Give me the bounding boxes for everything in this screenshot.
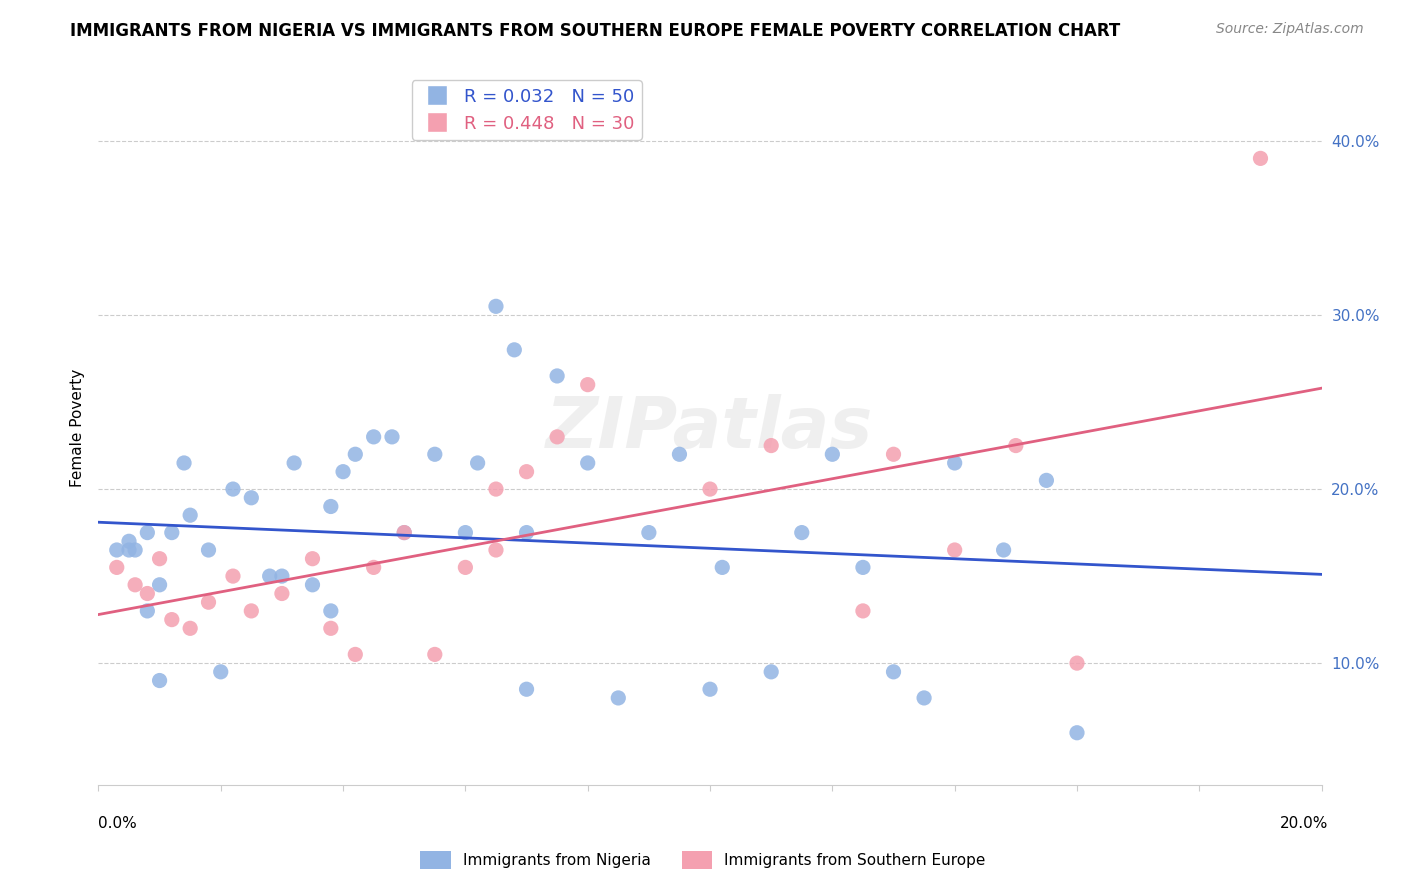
- Point: [363, 430, 385, 444]
- Point: [319, 621, 342, 635]
- Point: [118, 534, 141, 549]
- Point: [136, 586, 159, 600]
- Point: [576, 456, 599, 470]
- Point: [392, 525, 416, 540]
- Point: [1066, 725, 1088, 739]
- Point: [363, 560, 385, 574]
- Point: [454, 560, 477, 574]
- Point: [149, 578, 172, 592]
- Point: [222, 482, 245, 496]
- Point: [546, 368, 568, 383]
- Point: [576, 377, 599, 392]
- Legend: Immigrants from Nigeria, Immigrants from Southern Europe: Immigrants from Nigeria, Immigrants from…: [415, 845, 991, 875]
- Point: [546, 430, 568, 444]
- Point: [118, 543, 141, 558]
- Point: [790, 525, 813, 540]
- Point: [160, 525, 183, 540]
- Point: [637, 525, 661, 540]
- Point: [485, 482, 508, 496]
- Point: [301, 551, 323, 566]
- Point: [209, 665, 232, 679]
- Point: [301, 578, 323, 592]
- Point: [454, 525, 477, 540]
- Point: [912, 690, 935, 705]
- Point: [149, 551, 172, 566]
- Point: [222, 569, 245, 583]
- Point: [240, 491, 263, 505]
- Point: [344, 447, 367, 461]
- Point: [105, 543, 128, 558]
- Point: [136, 604, 159, 618]
- Text: IMMIGRANTS FROM NIGERIA VS IMMIGRANTS FROM SOUTHERN EUROPE FEMALE POVERTY CORREL: IMMIGRANTS FROM NIGERIA VS IMMIGRANTS FR…: [70, 22, 1121, 40]
- Point: [392, 525, 416, 540]
- Point: [516, 525, 538, 540]
- Point: [1066, 656, 1088, 670]
- Point: [485, 299, 508, 313]
- Point: [699, 682, 721, 697]
- Point: [259, 569, 281, 583]
- Point: [179, 508, 201, 523]
- Point: [759, 439, 782, 453]
- Point: [1035, 474, 1057, 488]
- Text: ZIPatlas: ZIPatlas: [547, 393, 873, 463]
- Point: [344, 648, 367, 662]
- Point: [943, 456, 966, 470]
- Point: [381, 430, 404, 444]
- Legend: R = 0.032   N = 50, R = 0.448   N = 30: R = 0.032 N = 50, R = 0.448 N = 30: [412, 80, 641, 140]
- Point: [852, 604, 875, 618]
- Point: [485, 543, 508, 558]
- Point: [149, 673, 172, 688]
- Point: [173, 456, 195, 470]
- Point: [883, 665, 905, 679]
- Point: [668, 447, 690, 461]
- Point: [943, 543, 966, 558]
- Text: 0.0%: 0.0%: [98, 816, 138, 831]
- Point: [503, 343, 526, 357]
- Point: [124, 543, 146, 558]
- Point: [240, 604, 263, 618]
- Point: [993, 543, 1015, 558]
- Point: [516, 682, 538, 697]
- Point: [105, 560, 128, 574]
- Point: [759, 665, 782, 679]
- Point: [883, 447, 905, 461]
- Point: [821, 447, 844, 461]
- Point: [423, 447, 446, 461]
- Point: [319, 500, 342, 514]
- Point: [270, 569, 292, 583]
- Text: 20.0%: 20.0%: [1281, 816, 1329, 831]
- Point: [1004, 439, 1026, 453]
- Point: [1249, 152, 1271, 166]
- Y-axis label: Female Poverty: Female Poverty: [69, 369, 84, 487]
- Point: [197, 595, 219, 609]
- Point: [197, 543, 219, 558]
- Point: [283, 456, 305, 470]
- Point: [160, 613, 183, 627]
- Point: [467, 456, 489, 470]
- Point: [136, 525, 159, 540]
- Point: [332, 465, 354, 479]
- Point: [516, 465, 538, 479]
- Point: [270, 586, 292, 600]
- Point: [699, 482, 721, 496]
- Point: [124, 578, 146, 592]
- Point: [423, 648, 446, 662]
- Point: [319, 604, 342, 618]
- Point: [711, 560, 734, 574]
- Point: [852, 560, 875, 574]
- Point: [179, 621, 201, 635]
- Point: [607, 690, 630, 705]
- Text: Source: ZipAtlas.com: Source: ZipAtlas.com: [1216, 22, 1364, 37]
